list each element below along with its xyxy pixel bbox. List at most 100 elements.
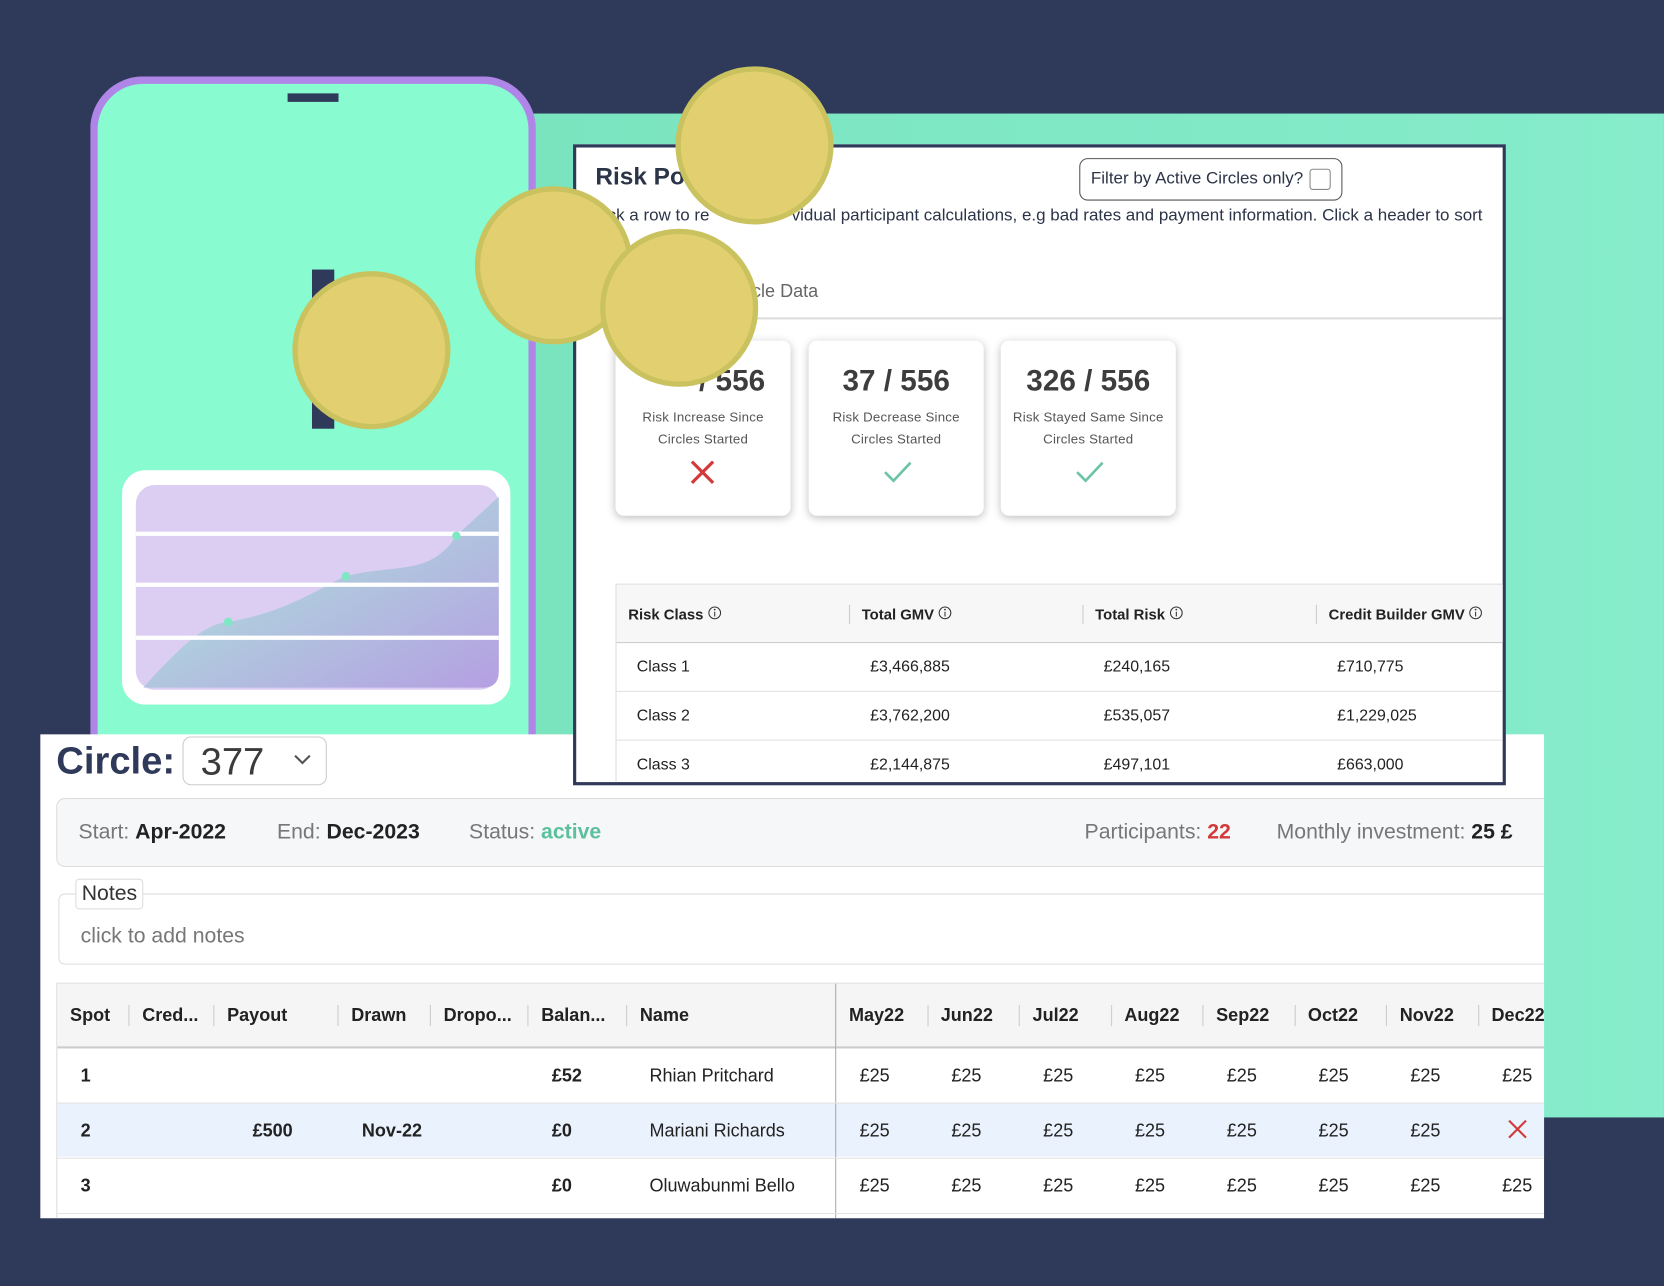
grid-column-header: Spot xyxy=(70,1004,111,1026)
grid-month-cell: £25 xyxy=(1502,1175,1533,1196)
risk-card: 37 / 556 Risk Decrease Since Circles Star… xyxy=(808,340,984,516)
grid-month-header: Jun22 xyxy=(940,1004,993,1026)
info-bar: Start: Apr-2022 End: Dec-2023 Status: ac… xyxy=(56,798,1545,868)
grid-month-cell: £25 xyxy=(859,1120,890,1141)
grid-column-header: Cred... xyxy=(142,1004,199,1026)
grid-month-cell: £25 xyxy=(1043,1120,1074,1141)
grid-cell: Nov-22 xyxy=(361,1120,423,1141)
phone-notch xyxy=(287,93,339,102)
grid-cell: £0 xyxy=(551,1175,572,1196)
header-separator xyxy=(337,1004,339,1027)
grid-month-cell: £25 xyxy=(951,1175,982,1196)
investment-value: 25 £ xyxy=(1471,820,1513,844)
grid-month-header: Dec22 xyxy=(1491,1004,1545,1026)
grid-month-cell: £25 xyxy=(1043,1175,1074,1196)
header-separator xyxy=(848,604,851,624)
table-cell: Class 2 xyxy=(636,706,690,725)
grid-cell: 3 xyxy=(80,1175,91,1196)
notes-label: Notes xyxy=(75,878,144,910)
grid-column-header: Balan... xyxy=(541,1004,606,1026)
grid-cell: £52 xyxy=(551,1065,582,1086)
header-separator xyxy=(1202,1004,1204,1027)
grid-month-header: Oct22 xyxy=(1307,1004,1359,1026)
column-header: Credit Builder GMV xyxy=(1328,605,1465,623)
grid-month-cell: £25 xyxy=(1410,1175,1441,1196)
tab-underline xyxy=(576,317,1503,320)
grid-column-header: Drawn xyxy=(351,1004,407,1026)
header-separator xyxy=(926,1004,929,1027)
table-cell: £3,466,885 xyxy=(870,657,950,676)
grid-month-header: Aug22 xyxy=(1124,1004,1180,1026)
check-icon xyxy=(1076,461,1104,483)
table-cell: £3,762,200 xyxy=(870,706,950,725)
grid-column-header: Name xyxy=(639,1004,690,1026)
table-cell: £497,101 xyxy=(1103,755,1171,774)
grid-month-cell: £25 xyxy=(1134,1120,1166,1141)
header-separator xyxy=(626,1004,628,1027)
header-separator xyxy=(1082,604,1084,624)
phone-chart xyxy=(122,470,511,705)
start-label: Start: xyxy=(78,820,130,844)
column-header: Total Risk xyxy=(1095,605,1166,623)
notes-box[interactable]: click to add notes xyxy=(58,893,1545,965)
table-cell: £240,165 xyxy=(1103,657,1171,676)
participants-value: 22 xyxy=(1207,820,1231,844)
info-icon xyxy=(1169,606,1183,620)
grid-row-highlight xyxy=(57,1102,1545,1157)
table-cell: £663,000 xyxy=(1337,755,1404,774)
table-cell: £2,144,875 xyxy=(870,755,950,774)
grid-month-cell: £25 xyxy=(1226,1175,1257,1196)
risk-title: Risk Po xyxy=(595,162,685,190)
header-separator xyxy=(1110,1004,1112,1027)
investment-label: Monthly investment: xyxy=(1276,820,1466,844)
status-label: Status: xyxy=(469,820,536,844)
circle-panel: Circle: 377 Start: Apr-2022 End: Dec-202… xyxy=(40,734,1545,1219)
column-header: Risk Class xyxy=(628,605,704,623)
grid-cell: 2 xyxy=(80,1120,91,1141)
header-separator xyxy=(213,1004,215,1027)
check-icon xyxy=(884,461,912,483)
grid-month-cell: £25 xyxy=(1318,1065,1349,1086)
participants-label: Participants: xyxy=(1084,820,1202,844)
end: End: Dec-2023 xyxy=(277,820,420,844)
tab[interactable]: rcle Data xyxy=(746,281,819,302)
missed-payment-icon xyxy=(1507,1119,1527,1139)
circle-id: 377 xyxy=(200,739,265,784)
header-separator xyxy=(1385,1004,1387,1027)
grid-month-cell: £25 xyxy=(1226,1120,1257,1141)
table-row: Class 1 £3,466,885 £240,165 £710,775 xyxy=(616,643,1503,692)
coin xyxy=(600,228,759,387)
start: Start: Apr-2022 xyxy=(79,820,226,844)
risk-table: Risk Class Total GMV Total Risk Credit Buil… xyxy=(615,583,1503,783)
column-header: Total GMV xyxy=(861,605,935,623)
table-row: Class 3 £2,144,875 £497,101 £663,000 xyxy=(617,741,1503,782)
grid-month-cell: £25 xyxy=(1134,1175,1166,1196)
coin xyxy=(292,271,451,430)
grid-month-cell: £25 xyxy=(1134,1065,1166,1086)
grid-month-cell: £25 xyxy=(1502,1065,1533,1086)
card-count: 37 / 556 xyxy=(842,363,950,397)
header-separator xyxy=(429,1004,431,1027)
status-value: active xyxy=(541,820,602,844)
start-value: Apr-2022 xyxy=(135,820,227,844)
table-cell: £535,057 xyxy=(1103,706,1171,725)
grid-month-cell: £25 xyxy=(951,1120,982,1141)
filter[interactable]: Filter by Active Circles only? xyxy=(1079,158,1343,201)
circle-grid: Spot Cred... Payout Drawn Dropo... Balan... Na… xyxy=(56,982,1545,1219)
card-count: 326 / 556 xyxy=(1026,363,1151,397)
grid-row-line xyxy=(57,1102,1545,1104)
grid-cell: £0 xyxy=(551,1120,572,1141)
end-label: End: xyxy=(276,820,321,844)
coin xyxy=(675,66,834,225)
header-separator xyxy=(1315,604,1317,624)
circle-select[interactable]: 377 xyxy=(182,736,327,786)
grid-month-header: Nov22 xyxy=(1399,1004,1454,1026)
grid-header xyxy=(57,983,1545,1049)
grid-cell: Oluwabunmi Bello xyxy=(649,1175,795,1196)
end-value: Dec-2023 xyxy=(326,820,420,844)
filter-label: Filter by Active Circles only? xyxy=(1090,169,1304,188)
filter-checkbox[interactable] xyxy=(1309,168,1331,190)
